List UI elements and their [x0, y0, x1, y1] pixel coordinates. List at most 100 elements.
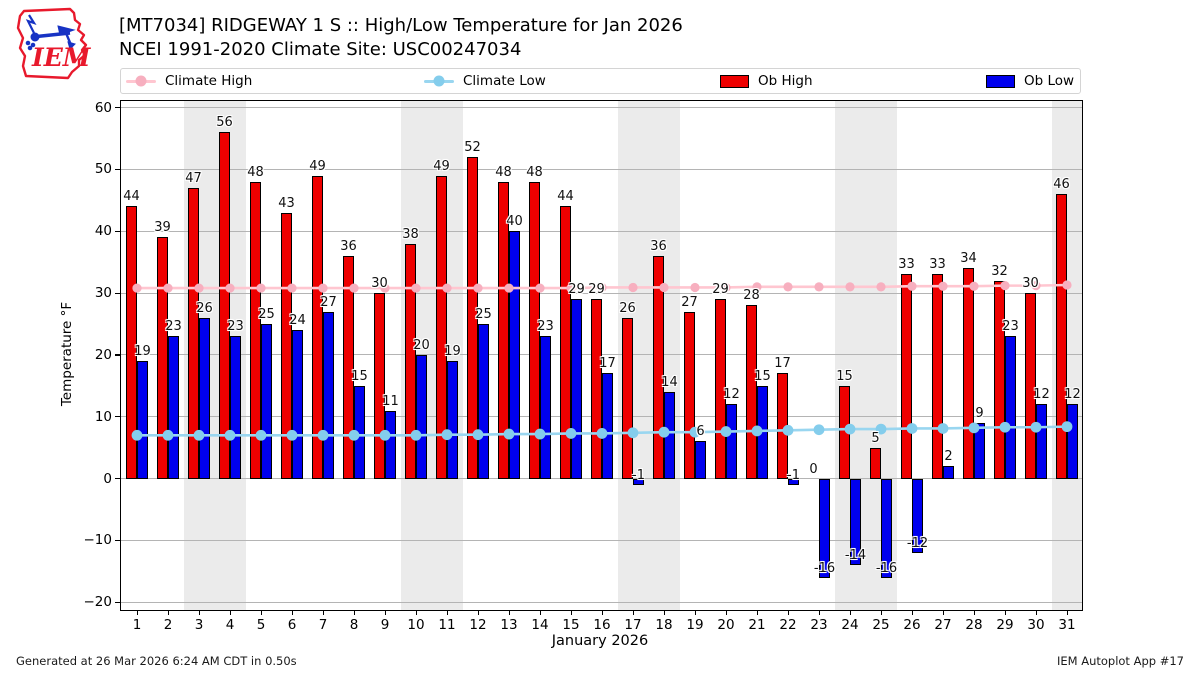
ob-low-bar — [788, 478, 799, 485]
x-tick-label: 25 — [872, 617, 890, 633]
ob-high-bar — [436, 175, 447, 479]
ob-low-bar-value-label: 26 — [196, 300, 213, 316]
ob-high-bar — [250, 181, 261, 479]
x-tick-mark — [601, 610, 603, 615]
ob-high-bar — [684, 311, 695, 479]
y-tick-mark — [115, 478, 121, 480]
climate-high-marker — [504, 283, 514, 293]
ob-low-bar-value-label: 11 — [382, 393, 399, 409]
ob-low-bar-value-label: 24 — [289, 313, 306, 329]
gridline — [121, 601, 1082, 603]
x-tick-mark — [663, 610, 665, 615]
x-tick-label: 20 — [717, 617, 735, 633]
climate-high-marker — [628, 282, 638, 293]
ob-high-bar — [1025, 293, 1036, 479]
x-tick-mark — [415, 610, 417, 615]
x-tick-label: 15 — [562, 617, 580, 633]
x-tick-mark — [539, 610, 541, 615]
climate-low-marker — [751, 425, 763, 437]
legend-item-climate-high: Climate High — [126, 69, 252, 93]
x-tick-mark — [973, 610, 975, 615]
ob-low-bar-value-label: 12 — [723, 387, 740, 403]
ob-high-bar-value-label: 27 — [681, 294, 698, 310]
x-tick-label: 6 — [287, 617, 297, 633]
x-tick-mark — [787, 610, 789, 615]
climate-low-marker — [410, 429, 422, 441]
climate-low-marker — [193, 429, 205, 441]
ob-low-bar — [850, 478, 861, 566]
x-tick-label: 30 — [1027, 617, 1045, 633]
climate-high-marker — [845, 282, 855, 292]
ob-low-bar-value-label: 12 — [1033, 387, 1050, 403]
y-tick-mark — [115, 292, 121, 294]
iem-logo: IEM — [16, 7, 92, 80]
x-tick-label: 29 — [996, 617, 1014, 633]
ob-low-bar — [571, 299, 582, 479]
y-tick-mark — [115, 168, 121, 171]
x-tick-mark — [229, 610, 231, 615]
climate-low-marker — [317, 429, 329, 441]
x-tick-label: 8 — [349, 617, 359, 633]
ob-high-bar-value-label: 0 — [809, 461, 818, 477]
x-tick-label: 9 — [380, 617, 390, 633]
ob-high-bar — [746, 305, 757, 479]
ob-low-bar — [292, 330, 303, 479]
x-tick-label: 21 — [748, 617, 766, 633]
x-tick-mark — [911, 610, 913, 615]
x-tick-mark — [942, 610, 944, 615]
ob-low-bar — [199, 317, 210, 479]
climate-high-marker — [876, 282, 886, 292]
ob-low-bar — [230, 336, 241, 479]
ob-high-bar-value-label: 44 — [123, 189, 140, 205]
x-tick-label: 28 — [965, 617, 983, 633]
ob-low-bar — [478, 323, 489, 479]
y-tick-label: −10 — [83, 532, 113, 549]
ob-high-bar-value-label: 5 — [871, 430, 880, 446]
y-tick-label: −20 — [83, 594, 113, 611]
title-line-1: [MT7034] RIDGEWAY 1 S :: High/Low Temper… — [119, 15, 683, 36]
climate-low-marker — [999, 421, 1011, 433]
x-tick-mark — [756, 610, 758, 615]
x-tick-label: 4 — [225, 617, 235, 633]
ob-high-bar-value-label: 46 — [1053, 177, 1070, 193]
legend: Climate High Climate Low Ob High Ob Low — [120, 68, 1081, 94]
ob-low-bar — [819, 478, 830, 578]
y-tick-label: 50 — [94, 161, 112, 178]
ob-low-bar-value-label: -1 — [632, 467, 645, 483]
gridline — [121, 106, 1082, 108]
x-tick-mark — [1004, 610, 1006, 615]
ob-low-bar-value-label: 17 — [599, 356, 616, 372]
y-tick-label: 10 — [94, 408, 112, 425]
ob-high-bar — [405, 243, 416, 479]
y-tick-label: 40 — [94, 223, 112, 240]
ob-low-bar-value-label: 29 — [568, 282, 585, 298]
plot-area: 60 50 40 30 20 10 0 −10 −20 1 2 3 4 5 6 7 8 9 10 11 12 13 14 15… — [84, 100, 1083, 633]
ob-high-bar — [870, 447, 881, 479]
ob-low-bar-value-label: 14 — [661, 374, 678, 390]
iowa-outline — [16, 7, 88, 80]
ob-high-bar — [653, 255, 664, 479]
climate-high-marker — [225, 283, 235, 293]
ob-low-bar-value-label: 12 — [1064, 387, 1081, 403]
gridline — [121, 230, 1082, 232]
x-tick-mark — [260, 610, 262, 615]
x-tick-label: 26 — [903, 617, 921, 633]
climate-low-marker — [782, 424, 794, 436]
x-tick-label: 18 — [655, 617, 673, 633]
x-tick-label: 11 — [438, 617, 456, 633]
climate-low-marker — [813, 424, 825, 436]
x-tick-mark — [353, 610, 355, 615]
climate-low-marker — [937, 423, 949, 434]
ob-low-bar — [943, 466, 954, 479]
ob-high-bar-value-label: 48 — [495, 164, 512, 180]
ob-high-bar-value-label: 38 — [402, 226, 419, 242]
y-tick-mark — [115, 601, 121, 603]
legend-label: Climate Low — [463, 73, 546, 89]
y-axis-label: Temperature °F — [59, 301, 75, 407]
climate-low-marker — [534, 428, 546, 440]
ob-high-bar-value-label: 30 — [1022, 276, 1039, 292]
ob-high-bar-value-label: 48 — [526, 164, 543, 180]
climate-low-marker — [720, 426, 732, 437]
climate-high-marker — [659, 282, 669, 293]
climate-low-marker — [968, 422, 980, 434]
